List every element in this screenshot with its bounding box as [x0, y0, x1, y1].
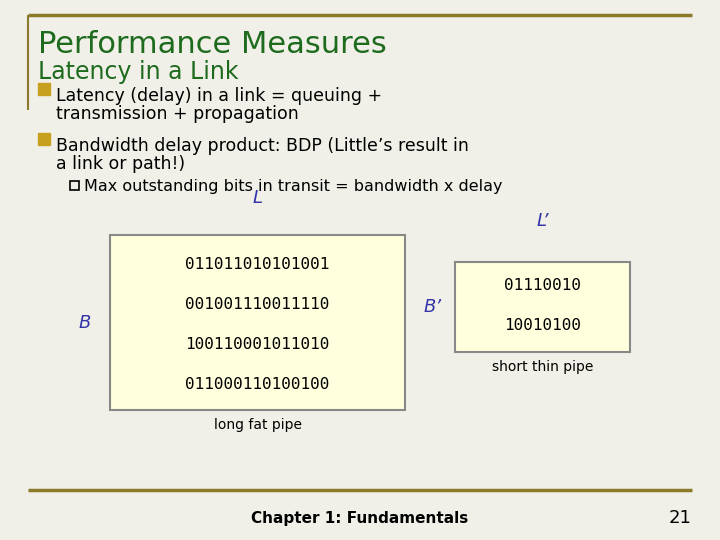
Text: 100110001011010: 100110001011010	[185, 337, 330, 352]
Text: long fat pipe: long fat pipe	[214, 418, 302, 432]
Text: 10010100: 10010100	[504, 318, 581, 333]
Text: Chapter 1: Fundamentals: Chapter 1: Fundamentals	[251, 510, 469, 525]
Text: 001001110011110: 001001110011110	[185, 297, 330, 312]
Bar	[38, 133, 50, 145]
Bar	[70, 180, 79, 190]
Text: 011000110100100: 011000110100100	[185, 377, 330, 392]
Text: L’: L’	[536, 212, 549, 230]
Text: L: L	[253, 189, 263, 207]
Text: Max outstanding bits in transit = bandwidth x delay: Max outstanding bits in transit = bandwi…	[84, 179, 503, 194]
Text: 21: 21	[669, 509, 692, 527]
Text: Bandwidth delay product: BDP (Little’s result in: Bandwidth delay product: BDP (Little’s r…	[56, 137, 469, 155]
Text: Performance Measures: Performance Measures	[38, 30, 387, 59]
Bar	[110, 235, 405, 410]
Bar	[455, 262, 630, 352]
Text: 011011010101001: 011011010101001	[185, 257, 330, 272]
Text: 01110010: 01110010	[504, 278, 581, 293]
Text: short thin pipe: short thin pipe	[492, 360, 593, 374]
Text: Latency in a Link: Latency in a Link	[38, 60, 238, 84]
Text: Latency (delay) in a link = queuing +: Latency (delay) in a link = queuing +	[56, 87, 382, 105]
Text: B: B	[78, 314, 91, 332]
Text: a link or path!): a link or path!)	[56, 155, 185, 173]
Text: B’: B’	[424, 298, 442, 316]
Text: transmission + propagation: transmission + propagation	[56, 105, 299, 123]
Bar	[38, 83, 50, 95]
